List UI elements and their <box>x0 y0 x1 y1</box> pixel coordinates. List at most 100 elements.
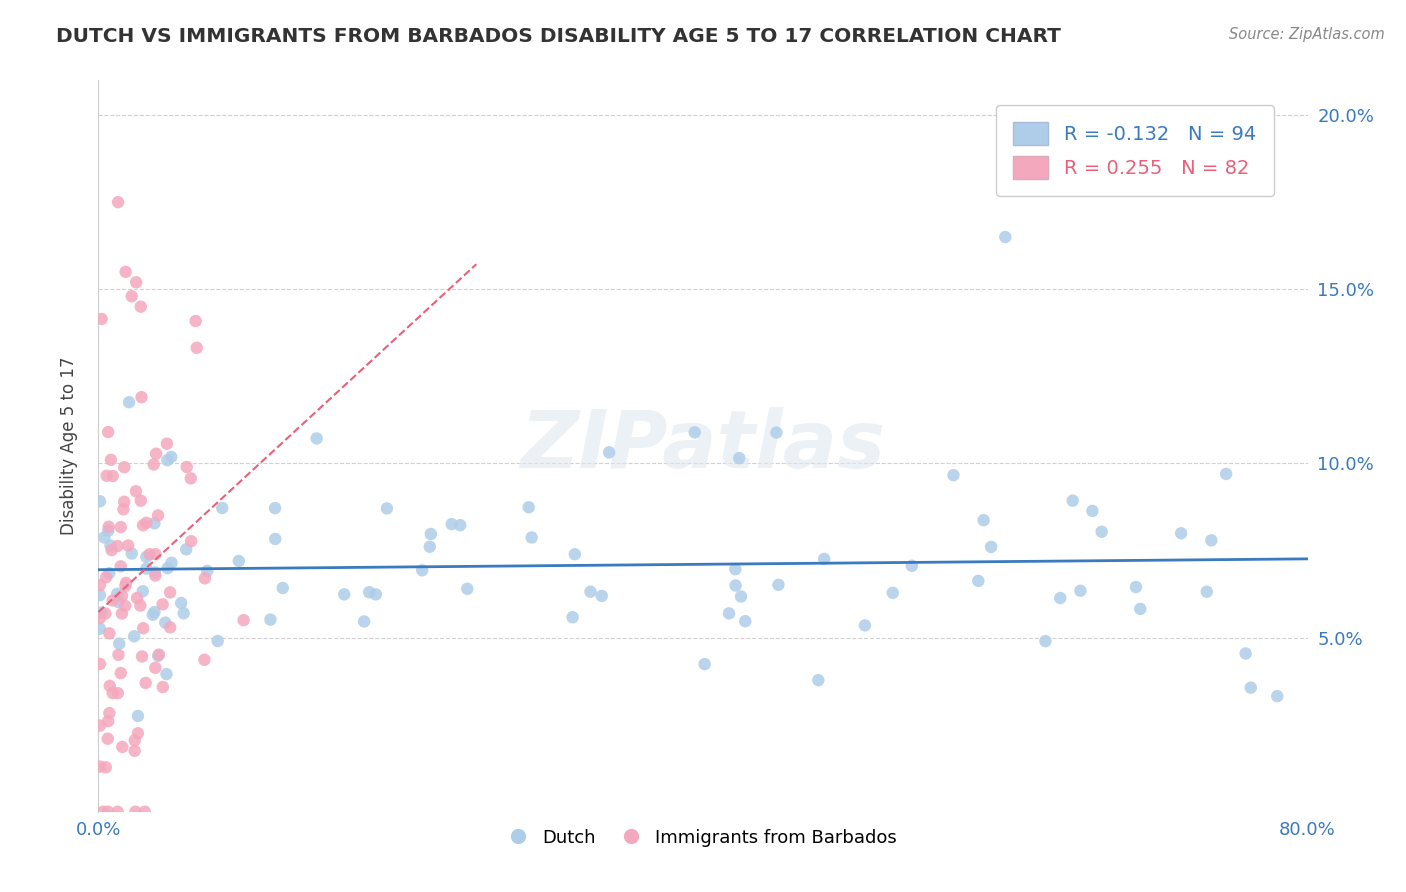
Point <box>114 579 136 593</box>
Point <box>125 484 148 499</box>
Point <box>89 657 111 671</box>
Point <box>1062 493 1084 508</box>
Point <box>132 518 155 533</box>
Point <box>333 587 356 601</box>
Point <box>174 542 197 557</box>
Point <box>131 649 153 664</box>
Point <box>129 599 152 613</box>
Text: ZIPatlas: ZIPatlas <box>520 407 886 485</box>
Point <box>1081 504 1104 518</box>
Text: DUTCH VS IMMIGRANTS FROM BARBADOS DISABILITY AGE 5 TO 17 CORRELATION CHART: DUTCH VS IMMIGRANTS FROM BARBADOS DISABI… <box>56 27 1062 45</box>
Point <box>942 468 965 483</box>
Point <box>132 584 155 599</box>
Point <box>207 634 229 648</box>
Point <box>148 648 170 662</box>
Point <box>517 500 540 515</box>
Point <box>108 637 131 651</box>
Point <box>1049 591 1071 605</box>
Point <box>134 805 156 819</box>
Point <box>456 582 478 596</box>
Point <box>693 657 716 672</box>
Point <box>110 520 132 534</box>
Point <box>591 589 613 603</box>
Point <box>520 531 543 545</box>
Point <box>131 390 153 404</box>
Point <box>115 575 138 590</box>
Point <box>107 648 129 662</box>
Point <box>93 531 115 545</box>
Point <box>1129 602 1152 616</box>
Point <box>121 547 143 561</box>
Point <box>135 516 157 530</box>
Point <box>994 230 1017 244</box>
Point <box>121 289 143 303</box>
Point <box>967 574 990 588</box>
Point <box>980 540 1002 554</box>
Point <box>90 312 112 326</box>
Point <box>111 739 134 754</box>
Point <box>718 607 741 621</box>
Point <box>564 547 586 561</box>
Point <box>98 626 121 640</box>
Point <box>1201 533 1223 548</box>
Point <box>152 598 174 612</box>
Point <box>89 494 111 508</box>
Point <box>100 543 122 558</box>
Point <box>853 618 876 632</box>
Point <box>97 524 120 538</box>
Point <box>97 731 120 746</box>
Point <box>118 395 141 409</box>
Point <box>143 605 166 619</box>
Point <box>353 615 375 629</box>
Point <box>96 468 118 483</box>
Point <box>1215 467 1237 481</box>
Point <box>170 596 193 610</box>
Point <box>1125 580 1147 594</box>
Point <box>159 585 181 599</box>
Point <box>195 564 218 578</box>
Point <box>124 733 146 747</box>
Point <box>129 300 152 314</box>
Point <box>184 314 207 328</box>
Point <box>1195 584 1218 599</box>
Point <box>449 518 471 533</box>
Point <box>882 586 904 600</box>
Point <box>127 591 149 605</box>
Point <box>411 563 433 577</box>
Point <box>97 805 120 819</box>
Point <box>156 436 179 450</box>
Point <box>101 469 124 483</box>
Point <box>89 588 111 602</box>
Point <box>271 581 294 595</box>
Point <box>724 562 747 576</box>
Point <box>122 629 145 643</box>
Point <box>419 527 441 541</box>
Point <box>173 607 195 621</box>
Point <box>94 760 117 774</box>
Point <box>97 425 120 439</box>
Point <box>765 425 787 440</box>
Point <box>194 571 217 585</box>
Point <box>1069 583 1091 598</box>
Point <box>135 561 157 575</box>
Point <box>135 676 157 690</box>
Point <box>724 578 747 592</box>
Point <box>89 759 111 773</box>
Point <box>807 673 830 688</box>
Point <box>264 532 287 546</box>
Point <box>145 447 167 461</box>
Point <box>364 587 387 601</box>
Point <box>375 501 398 516</box>
Point <box>107 539 129 553</box>
Point <box>89 611 111 625</box>
Point <box>186 341 208 355</box>
Point <box>148 648 170 663</box>
Point <box>440 517 463 532</box>
Point <box>973 513 995 527</box>
Point <box>129 493 152 508</box>
Point <box>160 450 183 464</box>
Point <box>232 613 254 627</box>
Point <box>193 653 215 667</box>
Point <box>90 606 112 620</box>
Point <box>98 679 121 693</box>
